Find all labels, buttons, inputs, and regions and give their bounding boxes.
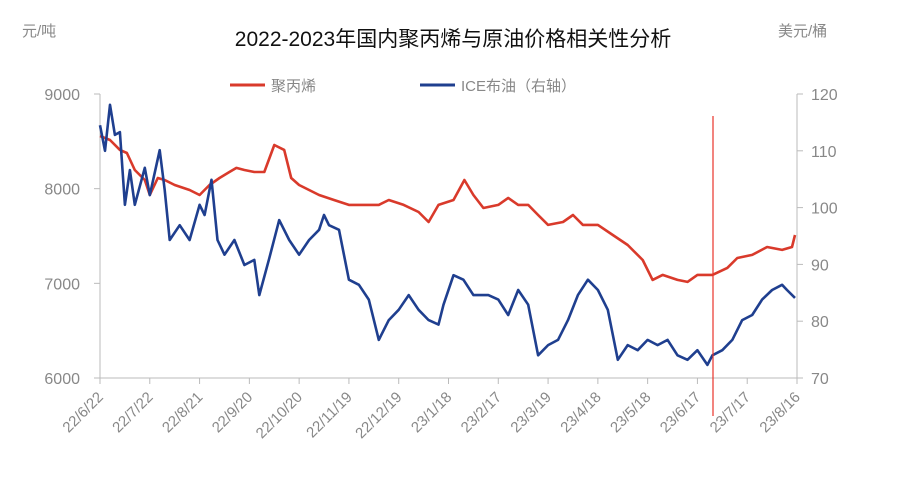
right-axis-unit: 美元/桶 [778,23,827,40]
left-tick-label: 8000 [44,182,80,199]
x-tick-label: 22/10/20 [253,389,306,442]
series-line-brent [98,103,796,367]
chart-title: 2022-2023年国内聚丙烯与原油价格相关性分析 [235,28,671,51]
right-tick-label: 120 [811,87,838,104]
x-tick-label: 23/3/19 [507,389,554,436]
right-tick-label: 70 [811,371,829,388]
x-tick-label: 22/9/20 [209,389,256,436]
x-tick-label: 23/6/17 [657,389,704,436]
x-tick-label: 22/12/19 [352,389,405,442]
right-tick-label: 90 [811,257,829,274]
legend-label-pp: 聚丙烯 [271,78,316,95]
left-tick-label: 6000 [44,371,80,388]
x-tick-label: 23/7/17 [707,389,754,436]
x-tick-label: 23/5/18 [607,389,654,436]
x-tick-label: 23/4/18 [557,389,604,436]
x-tick-label: 22/7/22 [109,389,156,436]
x-tick-label: 23/2/17 [458,389,505,436]
series-line-pp [99,134,797,284]
right-tick-label: 110 [811,144,837,161]
left-tick-label: 9000 [44,87,80,104]
x-tick-label: 23/1/18 [408,389,455,436]
legend-label-brent: ICE布油（右轴） [461,78,576,95]
series-lines [98,103,797,367]
x-tick-label: 22/8/21 [159,389,206,436]
left-tick-label: 7000 [44,276,80,293]
right-tick-label: 100 [811,201,838,218]
x-tick-label: 22/11/19 [303,389,356,442]
legend: 聚丙烯 ICE布油（右轴） [230,78,576,95]
left-axis-unit: 元/吨 [22,23,56,40]
x-tick-label: 23/8/16 [756,389,803,436]
x-tick-label: 22/6/22 [59,389,106,436]
right-tick-label: 80 [811,314,829,331]
